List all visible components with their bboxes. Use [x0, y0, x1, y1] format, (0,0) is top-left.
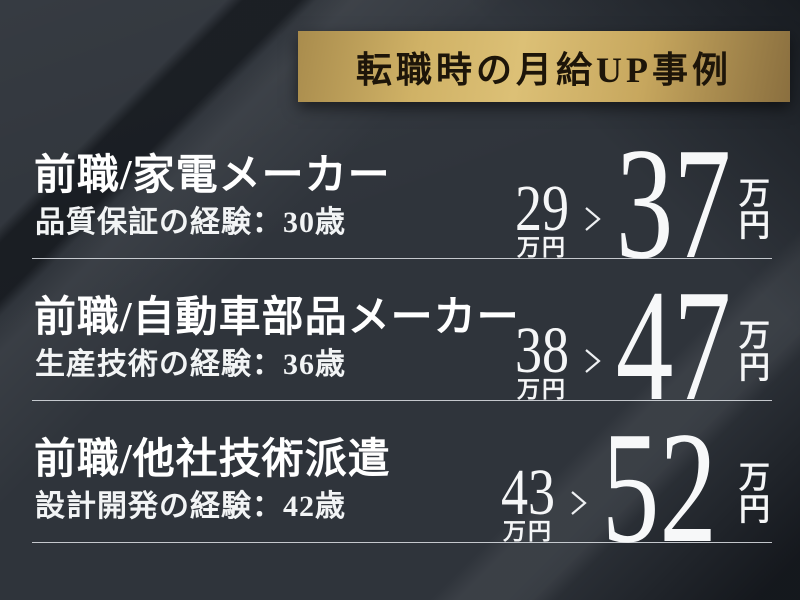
- case-row-3: 前職/他社技術派遣 設計開発の経験：42歳 43 万円 52 万 円: [32, 398, 772, 576]
- unit-man: 万: [739, 175, 770, 211]
- previous-salary-unit: 万円: [503, 519, 553, 544]
- page-title: 転職時の月給UP事例: [356, 49, 732, 90]
- previous-salary: 29 万円: [509, 172, 575, 260]
- previous-salary: 38 万円: [509, 314, 575, 402]
- salary-figures: 43 万円 52 万 円: [495, 398, 772, 576]
- previous-salary-value: 43: [500, 456, 556, 530]
- previous-salary-unit: 万円: [517, 377, 567, 402]
- previous-job-title: 前職/自動車部品メーカー: [34, 295, 520, 341]
- previous-salary-unit: 万円: [517, 235, 567, 260]
- new-salary-unit: 万 円: [739, 317, 770, 385]
- chevron-right-icon: [571, 491, 587, 515]
- chevron-right-icon: [585, 349, 601, 373]
- chevron-right-icon: [585, 207, 601, 231]
- new-salary-value: 52: [601, 398, 717, 576]
- new-salary-value: 37: [615, 114, 731, 292]
- experience-subtitle: 生産技術の経験：36歳: [35, 348, 346, 381]
- unit-man: 万: [739, 459, 770, 495]
- previous-salary-value: 38: [514, 314, 570, 388]
- case-row-1: 前職/家電メーカー 品質保証の経験：30歳 29 万円 37 万 円: [32, 114, 772, 292]
- header-banner: 転職時の月給UP事例: [298, 31, 790, 102]
- unit-man: 万: [739, 317, 770, 353]
- new-salary-unit: 万 円: [739, 459, 770, 527]
- salary-figures: 29 万円 37 万 円: [509, 114, 772, 292]
- unit-en: 円: [739, 491, 770, 527]
- experience-subtitle: 品質保証の経験：30歳: [35, 206, 346, 239]
- previous-job-title: 前職/家電メーカー: [34, 153, 391, 199]
- experience-subtitle: 設計開発の経験：42歳: [35, 490, 346, 523]
- previous-job-title: 前職/他社技術派遣: [34, 437, 391, 483]
- case-row-2: 前職/自動車部品メーカー 生産技術の経験：36歳 38 万円 47 万 円: [32, 256, 772, 434]
- unit-en: 円: [739, 349, 770, 385]
- unit-en: 円: [739, 207, 770, 243]
- previous-salary-value: 29: [514, 172, 570, 246]
- new-salary-value: 47: [615, 256, 731, 434]
- salary-figures: 38 万円 47 万 円: [509, 256, 772, 434]
- new-salary-unit: 万 円: [739, 175, 770, 243]
- previous-salary: 43 万円: [495, 456, 561, 544]
